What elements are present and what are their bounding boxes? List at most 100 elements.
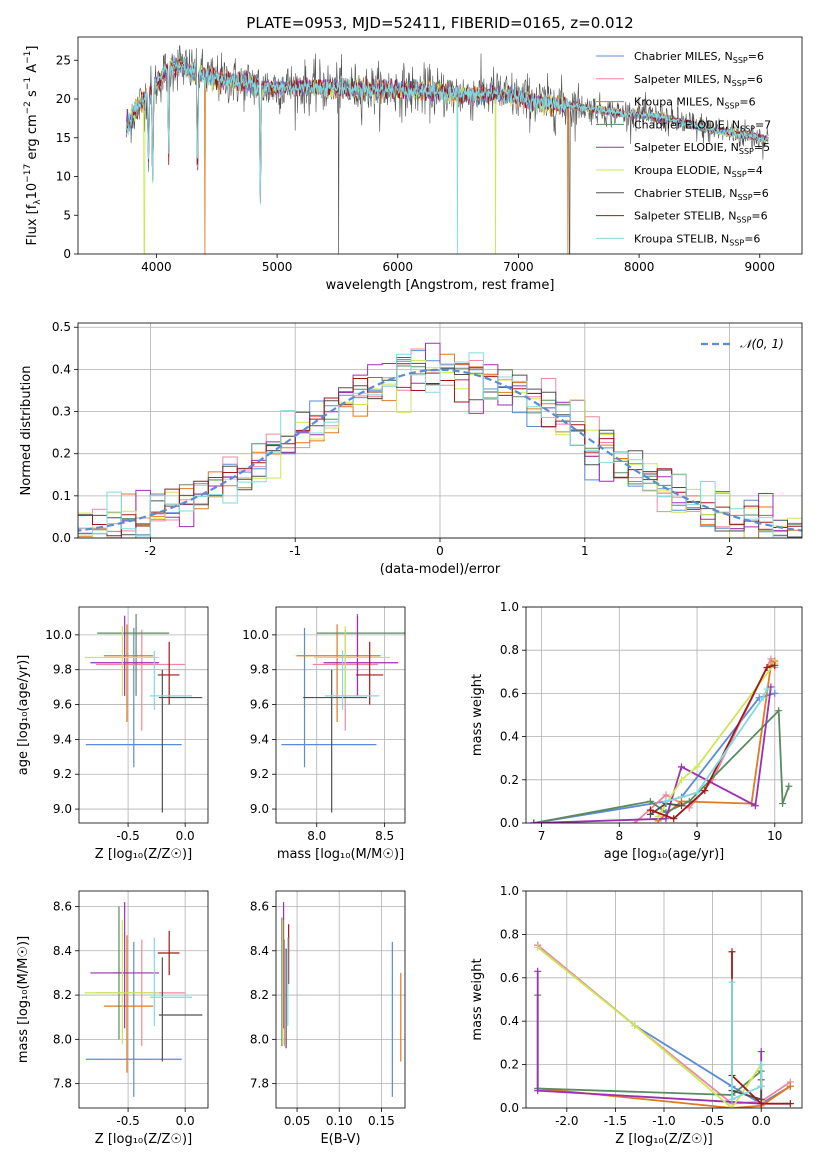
y-tick-label: 8.2 — [250, 988, 269, 1002]
y-tick-label: 9.0 — [53, 802, 72, 816]
errorbar-chabrier_miles — [85, 627, 182, 768]
x-axis-label: mass [log₁₀(M/M☉)] — [277, 847, 404, 862]
x-tick-label: 6000 — [382, 260, 413, 274]
errorbars — [84, 613, 203, 813]
y-axis-label: age [log₁₀(age/yr)] — [16, 655, 31, 776]
series-marker — [670, 815, 678, 823]
legend-entry: Salpeter MILES, NSSP=6 — [634, 73, 763, 88]
y-axis-label-part: s — [25, 90, 40, 101]
y-tick-label: 25 — [56, 53, 71, 67]
x-axis-label: Z [log₁₀(Z/Z☉)] — [95, 1132, 192, 1147]
x-tick-label: 0.10 — [326, 1114, 353, 1128]
errorbar-kroupa_miles — [104, 624, 154, 722]
x-axis-label: E(B-V) — [320, 1132, 360, 1147]
y-tick-label: 8.0 — [250, 1032, 269, 1046]
errorbar-kroupa_stelib — [324, 650, 380, 710]
massweight-vs-age-panel: 7 8 9 10 0.0 0.2 0.4 0.6 0.8 1.0 age [log₁₀(age/yr… — [470, 600, 803, 862]
series-lines — [530, 655, 793, 823]
y-tick-label: 0 — [63, 247, 71, 261]
series-marker — [534, 967, 542, 975]
ticks: -0.5 0.0 9.0 9.2 9.4 9.6 9.8 10.0 — [45, 628, 194, 843]
series-marker — [631, 819, 639, 823]
mass-vs-ebv-panel: 0.05 0.10 0.15 7.8 8.0 8.2 8.4 8.6 E(B-V) — [250, 890, 406, 1147]
series-lines — [534, 941, 794, 1108]
legend-entry: 𝒩(0, 1) — [740, 337, 784, 351]
series-line — [657, 662, 776, 817]
y-tick-label: 8.2 — [53, 988, 72, 1002]
series-marker — [662, 791, 670, 799]
ticks: 4000 5000 6000 7000 8000 9000 0 5 10 15 20 25 — [56, 53, 775, 274]
y-tick-label: 8.0 — [53, 1032, 72, 1046]
x-tick-label: 0.0 — [176, 1114, 195, 1128]
legend-entry-text: Kroupa MILES, N — [634, 96, 724, 109]
errorbar-salpeter_miles — [96, 629, 186, 731]
histogram-kroupa_stelib — [78, 352, 802, 538]
y-tick-label: 9.4 — [53, 732, 72, 746]
spectrum-line-kroupa_stelib — [125, 57, 769, 254]
errorbar-kroupa_elodie — [314, 626, 391, 696]
x-tick-label: -2 — [144, 544, 156, 558]
axes-frame — [275, 606, 406, 824]
series-line — [537, 1085, 791, 1108]
series-marker — [728, 1095, 736, 1103]
x-tick-label: -0.5 — [116, 1114, 139, 1128]
y-tick-label: 9.8 — [250, 663, 269, 677]
y-axis-label-part: A — [25, 64, 40, 77]
series-marker — [751, 802, 759, 810]
y-tick-label: 9.2 — [250, 767, 269, 781]
series-marker — [631, 1022, 639, 1030]
y-tick-label: 0.6 — [500, 686, 519, 700]
y-tick-label: 8.6 — [250, 900, 269, 914]
y-tick-label: 0.0 — [52, 531, 71, 545]
y-tick-label: 0.4 — [52, 362, 71, 376]
axes-frame — [78, 890, 209, 1109]
y-axis-label-part: Flux [f — [25, 204, 40, 245]
y-tick-label: 9.8 — [53, 663, 72, 677]
series-marker — [646, 797, 654, 805]
series-marker — [757, 1061, 765, 1069]
y-tick-label: 5 — [63, 208, 71, 222]
x-tick-label: -2.0 — [555, 1114, 578, 1128]
errorbar-kroupa_miles — [296, 624, 381, 722]
series-marker — [785, 782, 793, 790]
x-tick-label: 9 — [693, 829, 701, 843]
legend-entry: Chabrier STELIB, NSSP=6 — [634, 187, 769, 202]
x-tick-label: 0.0 — [176, 829, 195, 843]
series-marker — [759, 694, 767, 702]
errorbar-salpeter_stelib — [157, 641, 180, 705]
y-tick-label: 0.8 — [500, 927, 519, 941]
y-tick-label: 7.8 — [53, 1077, 72, 1091]
errorbar-kroupa_stelib — [149, 650, 193, 710]
x-tick-label: 10 — [767, 829, 782, 843]
x-tick-label: 0.0 — [752, 1114, 771, 1128]
series-line — [665, 688, 768, 803]
series-marker — [775, 707, 783, 715]
y-tick-label: 1.0 — [500, 600, 519, 614]
errorbar-chabrier_miles — [85, 941, 182, 1097]
mass-vs-metallicity-panel: -0.5 0.0 7.8 8.0 8.2 8.4 8.6 Z [log₁₀(Z/Z☉)] mas… — [16, 890, 209, 1147]
y-axis-label-part: erg cm — [25, 114, 40, 163]
y-axis-label-part: −17 — [23, 164, 33, 183]
series-marker — [771, 661, 779, 669]
series-salpeter_elodie — [530, 683, 775, 823]
legend-entry-value: =6 — [753, 187, 769, 200]
series-marker — [767, 655, 775, 663]
spectrum-lines — [125, 45, 769, 254]
x-tick-label: -0.5 — [701, 1114, 724, 1128]
legend-entry-sub: SSP — [732, 170, 747, 179]
y-axis-label: Normed distribution — [19, 366, 34, 496]
series-marker — [786, 1082, 794, 1090]
y-tick-label: 0.6 — [500, 971, 519, 985]
series-marker — [779, 800, 787, 808]
series-line — [536, 995, 763, 1096]
legend-entry: Salpeter STELIB, NSSP=6 — [634, 210, 768, 225]
errorbar-salpeter_elodie — [90, 615, 159, 696]
errorbar-chabrier_elodie — [97, 613, 170, 696]
x-tick-label: 8.5 — [375, 829, 394, 843]
series-chabrier_elodie — [534, 991, 765, 1099]
y-axis-label: mass weight — [470, 958, 485, 1040]
series-kroupa_stelib — [662, 685, 771, 805]
errorbar-salpeter_elodie — [90, 902, 159, 1029]
legend-entry-sub: SSP — [724, 102, 739, 111]
